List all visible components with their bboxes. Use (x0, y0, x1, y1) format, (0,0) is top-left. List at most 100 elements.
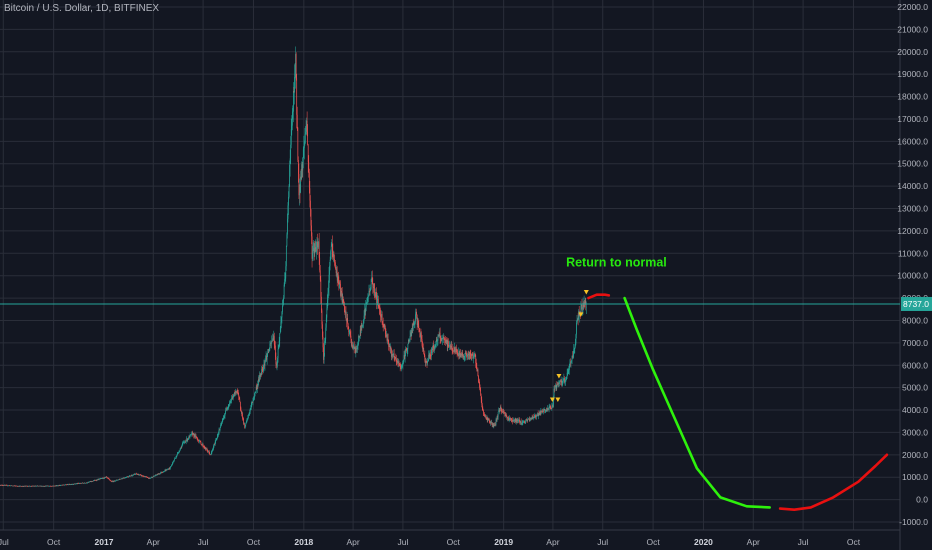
candle-body (163, 471, 165, 473)
candle-body (322, 324, 323, 337)
candle-body (313, 247, 315, 250)
candle-body (301, 164, 302, 180)
candle-body (223, 418, 224, 420)
candle-body (335, 268, 337, 273)
candle-body (507, 417, 509, 419)
candle-body (187, 438, 189, 440)
candle-body (34, 486, 35, 487)
candle-body (339, 282, 340, 288)
candle-body (352, 347, 354, 349)
candle-body (32, 485, 34, 487)
candle-body (497, 411, 499, 417)
candle-body (517, 420, 519, 421)
candle-body (195, 435, 197, 437)
candle-body (445, 339, 447, 344)
candle-body (487, 419, 489, 421)
candle-body (546, 410, 547, 412)
candle-body (215, 439, 217, 441)
candle-body (156, 474, 158, 475)
candle-body (452, 350, 454, 352)
candle-body (197, 438, 198, 441)
candle-body (356, 348, 357, 350)
candle-body (207, 451, 209, 452)
candle-body (310, 200, 311, 210)
candle-body (273, 336, 275, 345)
candle-body (504, 413, 506, 414)
candle-body (134, 474, 136, 475)
candle-body (454, 347, 455, 352)
candle-body (542, 411, 543, 412)
candle-body (491, 422, 493, 425)
candle-body (233, 392, 235, 394)
candle-body (178, 452, 179, 453)
candle-body (28, 486, 29, 487)
candle-body (330, 246, 332, 252)
candle-body (508, 418, 509, 421)
candle-body (203, 446, 205, 448)
candle-body (570, 361, 572, 363)
candle-body (112, 481, 114, 482)
candle-body (551, 406, 553, 409)
candle-body (75, 483, 76, 485)
candle-body (333, 253, 335, 260)
candle-body (127, 476, 129, 478)
candle-body (150, 477, 151, 479)
candle-body (169, 468, 171, 469)
candle-body (530, 418, 531, 420)
candle-body (336, 271, 338, 273)
candle-body (474, 354, 476, 356)
candle-body (244, 424, 246, 429)
candle-body (245, 422, 247, 425)
candle-body (140, 474, 142, 476)
candle-body (164, 470, 166, 471)
candle-body (5, 485, 7, 486)
instrument-title: Bitcoin / U.S. Dollar, 1D, BITFINEX (4, 3, 160, 14)
candle-body (79, 483, 80, 484)
candle-body (484, 416, 486, 417)
candle-body (164, 470, 166, 472)
candle-body (48, 485, 50, 487)
candle-body (122, 478, 124, 479)
candle-body (74, 483, 75, 485)
candle-body (370, 279, 372, 289)
candle-body (560, 380, 562, 382)
candle-body (306, 120, 308, 132)
candle-body (135, 473, 137, 475)
candle-body (208, 451, 209, 453)
candle-body (524, 421, 525, 423)
candle-body (495, 424, 496, 426)
candle-body (248, 414, 249, 416)
candle-body (102, 477, 104, 479)
candle-body (257, 384, 259, 386)
candle-body (30, 485, 32, 487)
candle-body (302, 157, 304, 171)
candle-body (533, 417, 535, 419)
candle-body (577, 318, 578, 321)
candle-body (120, 479, 121, 480)
candle-body (130, 475, 132, 477)
candle-body (143, 476, 145, 478)
candle-body (66, 484, 68, 485)
candle-body (16, 485, 17, 487)
candle-body (29, 485, 30, 487)
candle-body (419, 331, 421, 338)
candle-body (124, 477, 126, 479)
candle-body (179, 448, 181, 451)
candle-body (454, 347, 456, 352)
candle-body (530, 418, 532, 419)
candle-body (559, 381, 560, 384)
candle-body (293, 91, 294, 112)
candle-body (429, 352, 431, 356)
candle-body (373, 286, 374, 289)
candle-body (373, 283, 375, 289)
candle-body (372, 284, 374, 287)
candle-body (230, 400, 231, 403)
candle-body (95, 480, 97, 481)
candle-body (159, 473, 161, 475)
candle-body (498, 410, 500, 412)
candle-body (202, 444, 203, 445)
candle-body (365, 306, 367, 313)
candle-body (180, 447, 182, 449)
